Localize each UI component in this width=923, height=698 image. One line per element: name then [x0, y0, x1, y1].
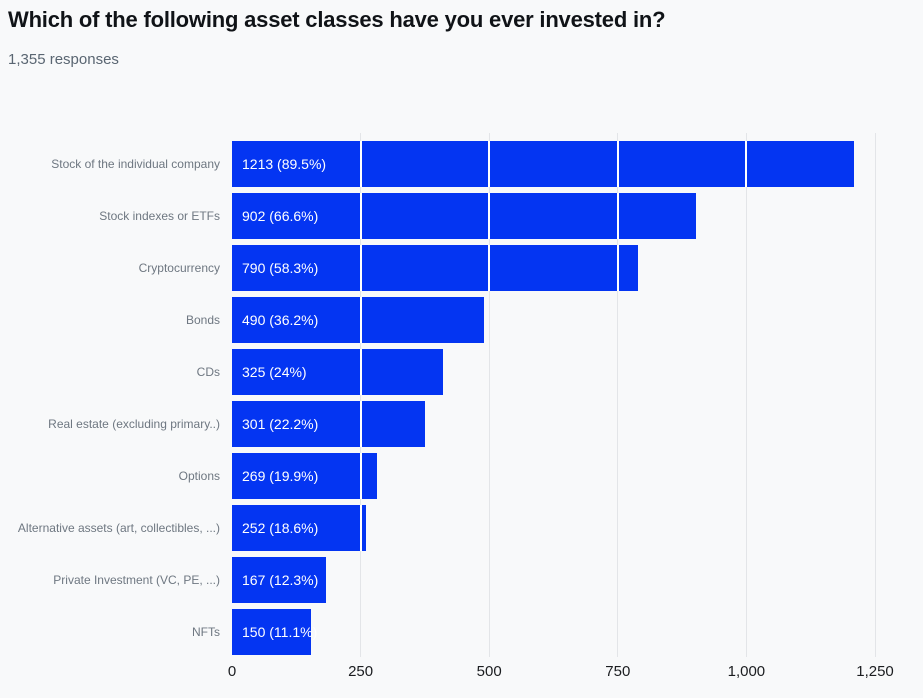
category-label: NFTs: [192, 625, 220, 639]
category-label: Alternative assets (art, collectibles, .…: [17, 521, 220, 535]
bar: 490 (36.2%): [232, 297, 484, 343]
bar: 325 (24%): [232, 349, 443, 395]
chart-title: Which of the following asset classes hav…: [8, 7, 666, 32]
grid-line: [745, 133, 747, 657]
bar: 790 (58.3%): [232, 245, 638, 291]
category-label: Real estate (excluding primary..): [48, 417, 220, 431]
bar-value-label: 269 (19.9%): [242, 468, 319, 484]
grid-line: [360, 133, 362, 657]
bar-gridline-stripe: [359, 505, 362, 551]
bar-value-label: 902 (66.6%): [242, 208, 319, 224]
bar-gridline-stripe: [616, 141, 619, 187]
bar-gridline-stripe: [488, 193, 491, 239]
bar-value-label: 252 (18.6%): [242, 520, 319, 536]
bar: 150 (11.1%): [232, 609, 317, 655]
x-axis-tick-label: 1,250: [856, 663, 894, 680]
bar-value-label: 150 (11.1%): [242, 624, 318, 640]
x-axis-tick-label: 250: [348, 663, 374, 680]
bar-gridline-stripe: [359, 141, 362, 187]
grid-line: [617, 133, 619, 657]
x-axis-tick-label: 1,000: [727, 663, 766, 680]
bar-value-label: 790 (58.3%): [242, 260, 319, 276]
grid-line: [488, 133, 490, 657]
bar-gridline-stripe: [359, 453, 362, 499]
category-label: Options: [178, 469, 220, 483]
bar-gridline-stripe: [359, 401, 362, 447]
bar-gridline-stripe: [488, 141, 491, 187]
x-axis-tick-label: 0: [227, 663, 237, 680]
bar-gridline-stripe: [488, 245, 491, 291]
bar-value-label: 325 (24%): [242, 364, 307, 380]
bar-value-label: 301 (22.2%): [242, 416, 319, 432]
bar-gridline-stripe: [616, 245, 619, 291]
bar-gridline-stripe: [359, 245, 362, 291]
category-label: Stock indexes or ETFs: [99, 209, 220, 223]
bar-value-label: 1213 (89.5%): [242, 156, 327, 172]
bar-gridline-stripe: [616, 193, 619, 239]
bar-gridline-stripe: [359, 297, 362, 343]
category-label: Cryptocurrency: [138, 261, 220, 275]
bar: 902 (66.6%): [232, 193, 696, 239]
bar: 252 (18.6%): [232, 505, 366, 551]
bar: 301 (22.2%): [232, 401, 425, 447]
category-label: Private Investment (VC, PE, ...): [53, 573, 220, 587]
bar-value-label: 167 (12.3%): [242, 572, 319, 588]
category-label: Bonds: [185, 313, 220, 327]
bar-gridline-stripe: [359, 349, 362, 395]
bar: 1213 (89.5%): [232, 141, 854, 187]
bar-value-label: 490 (36.2%): [242, 312, 319, 328]
x-axis-tick-label: 500: [476, 663, 502, 680]
x-axis-tick-label: 750: [605, 663, 631, 680]
bar: 269 (19.9%): [232, 453, 377, 499]
response-count: 1,355 responses: [8, 51, 119, 68]
bar: 167 (12.3%): [232, 557, 326, 603]
bar-gridline-stripe: [745, 141, 748, 187]
bar-gridline-stripe: [359, 193, 362, 239]
grid-line: [874, 133, 876, 657]
category-label: Stock of the individual company: [51, 157, 220, 171]
category-label: CDs: [196, 365, 220, 379]
